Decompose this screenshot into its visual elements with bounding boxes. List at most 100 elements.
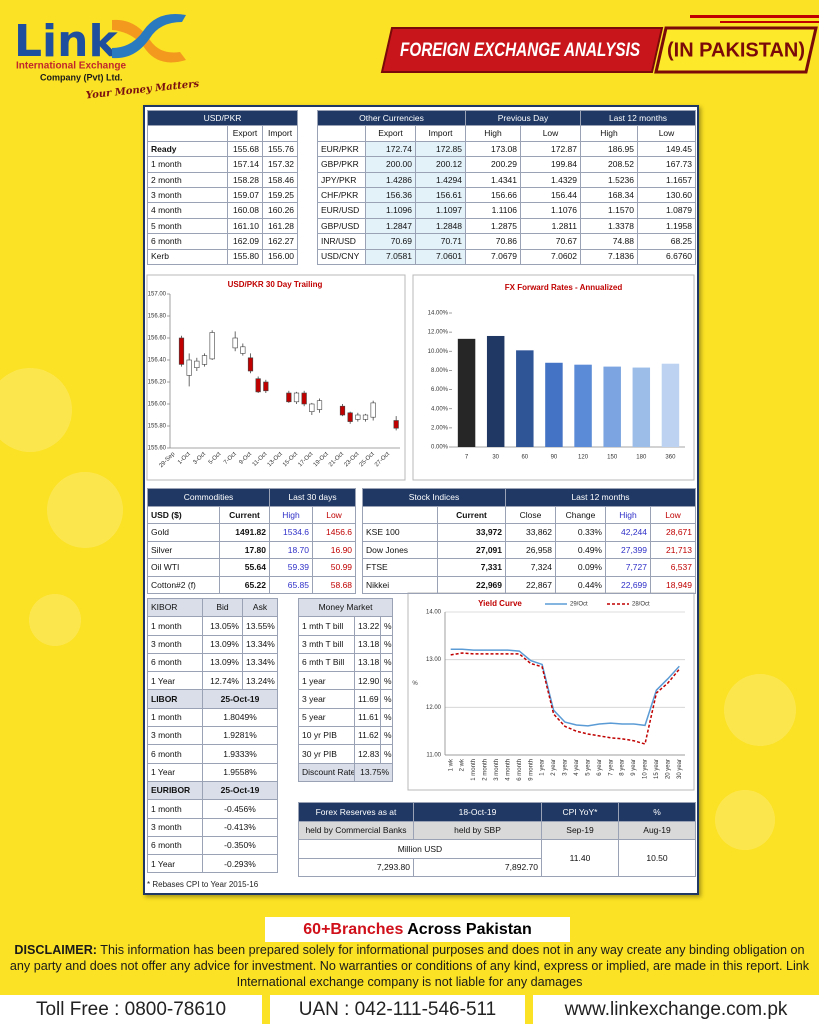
x-tick-label: 7: [465, 455, 469, 461]
table-cell: 172.74: [365, 140, 416, 158]
x-tick-label: 180: [636, 455, 647, 461]
table-cell: 1.9281%: [202, 726, 278, 746]
table-cell: 7,892.70: [413, 857, 542, 877]
x-tick-label: 20 year: [665, 759, 671, 779]
table-cell: 10.50: [618, 839, 696, 877]
table-row: JPY/PKR 1.4286 1.4294 1.4341 1.4329 1.5236 1.1…: [317, 171, 696, 188]
table-cell: 26,958: [505, 540, 556, 559]
table-cell: 13.34%: [242, 634, 278, 654]
table-cell: 7,331: [437, 558, 506, 577]
table-cell: Import: [415, 125, 466, 142]
table-cell: 6 month: [147, 835, 203, 856]
table-cell: 0.44%: [555, 575, 606, 594]
table-row: EUR/PKR 172.74 172.85 173.08 172.87 186.95 149…: [317, 140, 696, 158]
series-line: [450, 648, 680, 727]
y-tick-label: 14.00: [426, 610, 442, 616]
table-cell: 1.8049%: [202, 707, 278, 728]
logo-swoosh: [112, 19, 186, 63]
bar: [632, 367, 651, 447]
table-row: INR/USD 70.69 70.71 70.86 70.67 74.88 68.25: [317, 233, 696, 250]
table-cell: 200.12: [415, 156, 466, 173]
y-tick-label: 156.00: [148, 402, 167, 408]
table-cell: 1.2847: [365, 217, 416, 235]
table-cell: %: [379, 652, 394, 673]
table-cell: 59.39: [269, 558, 314, 577]
table-cell: 4 month: [147, 202, 228, 219]
table-cell: 208.52: [580, 156, 638, 173]
table-cell: 12.74%: [202, 671, 243, 691]
table-cell: 1.1097: [415, 202, 466, 219]
table-row: USD ($) Current High Low: [147, 505, 357, 524]
table-row: 7,293.80 7,892.70: [298, 857, 696, 877]
table-cell: 1 Year: [147, 671, 203, 691]
y-tick-label: 156.60: [148, 336, 167, 342]
table-cell: 6 month: [147, 744, 203, 764]
table-cell: USD ($): [147, 505, 220, 524]
candle-body: [362, 414, 369, 420]
table-cell: Million USD: [298, 839, 542, 859]
table-cell: 1.2811: [520, 217, 581, 235]
chart-title: FX Forward Rates - Annualized: [505, 283, 623, 292]
table-cell: 6,537: [650, 558, 696, 577]
table-cell: -0.293%: [202, 854, 278, 874]
table-cell: 156.66: [465, 186, 521, 204]
table-cell: 0.09%: [555, 558, 606, 577]
table-row: 1 mth T bill 13.22%: [298, 616, 394, 636]
table-cell: 1.1958: [637, 217, 696, 235]
candle-body: [201, 355, 208, 365]
table-row: EURIBOR 25-Oct-19: [147, 780, 278, 801]
background-decor: [0, 368, 796, 850]
empty-cell: [317, 125, 366, 142]
branches-highlight: 60+Branches: [303, 921, 404, 938]
website[interactable]: www.linkexchange.com.pk: [564, 998, 788, 1020]
branches-text: Across Pakistan: [407, 921, 532, 938]
table-cell: CPI YoY*: [541, 802, 619, 822]
table-cell: 159.25: [261, 186, 299, 204]
y-tick-label: 2.00%: [431, 425, 449, 431]
x-tick-label: 30 year: [677, 759, 683, 779]
table-cell: Ready: [147, 140, 228, 158]
bar: [661, 363, 680, 447]
branches-banner: 60+Branches Across Pakistan: [265, 917, 570, 942]
table-cell: 16.90: [312, 540, 357, 559]
table-row: Oil WTI 55.64 59.39 50.99: [147, 558, 357, 577]
table-cell: 173.08: [465, 140, 521, 158]
table-cell: 13.18: [354, 652, 381, 673]
table-cell: 1.2848: [415, 217, 466, 235]
table-cell: 22,699: [605, 575, 651, 594]
table-body: Forex Reserves as at 18-Oct-19 CPI YoY*% he…: [298, 802, 696, 877]
uan: UAN : 042-111-546-511: [298, 998, 497, 1020]
table-cell: 13.75%: [353, 762, 394, 782]
table-row: 3 month 159.07 159.25: [147, 186, 299, 204]
table-cell: -0.350%: [202, 835, 278, 856]
table-cell: %: [379, 707, 394, 728]
table-cell: -0.413%: [202, 817, 278, 837]
table-cell: 70.71: [415, 233, 466, 250]
table-cell: 13.22: [354, 616, 381, 636]
table-cell: 30 yr PIB: [298, 744, 355, 764]
x-tick-label: 1 wk: [448, 758, 454, 771]
bar: [457, 338, 476, 447]
table-cell: %: [379, 671, 394, 691]
table-cell: 7.0581: [365, 248, 416, 265]
banner-title-box: [380, 27, 664, 73]
table-cell: %: [379, 744, 394, 764]
candle-body: [263, 381, 269, 392]
x-tick-label: 4 month: [505, 759, 511, 781]
table-row: 1 month 1.8049%: [147, 707, 278, 728]
x-tick-label: 7 year: [608, 759, 614, 776]
chart-title: USD/PKR 30 Day Trailing: [228, 280, 323, 289]
table-cell: 1 month: [147, 616, 203, 636]
table-cell: 155.68: [227, 140, 263, 158]
table-cell: 1.1076: [520, 202, 581, 219]
table-cell: 155.76: [261, 140, 299, 158]
company-name: International Exchange: [16, 61, 126, 72]
table-row: 30 yr PIB 12.83%: [298, 744, 394, 764]
y-tick-label: 14.00%: [428, 311, 449, 317]
y-tick-label: 157.00: [148, 292, 167, 298]
table-cell: held by Commercial Banks: [298, 820, 414, 840]
table-cell: 3 year: [298, 689, 355, 709]
banner-title: FOREIGN EXCHANGE ANALYSIS: [400, 40, 640, 61]
table-cell: 5 year: [298, 707, 355, 728]
table-row: KIBOR Bid Ask: [147, 597, 278, 618]
